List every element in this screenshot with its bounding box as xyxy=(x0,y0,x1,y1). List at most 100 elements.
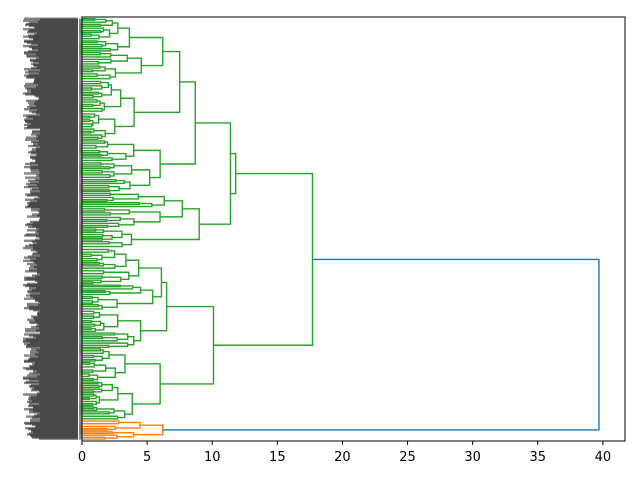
leaf-label-mark xyxy=(39,437,78,440)
dendrogram-link xyxy=(82,295,93,300)
dendrogram-link xyxy=(82,431,114,435)
dendrogram-link xyxy=(82,119,91,123)
dendrogram-link xyxy=(133,149,161,179)
dendrogram-link xyxy=(82,33,92,37)
dendrogram-link xyxy=(82,275,103,279)
dendrogram-link xyxy=(124,363,161,405)
dendrogram-link xyxy=(82,218,108,223)
dendrogram-link xyxy=(82,397,90,401)
dendrogram-link xyxy=(108,354,126,374)
dendrogram-link xyxy=(82,415,119,420)
dendrogram-link xyxy=(160,81,196,165)
dendrogram-link xyxy=(82,224,109,228)
x-tick-label: 35 xyxy=(529,450,546,465)
dendrogram-link xyxy=(82,107,103,112)
dendrogram-link xyxy=(82,87,93,91)
dendrogram-link xyxy=(140,281,168,332)
dendrogram-link xyxy=(97,367,116,379)
dendrogram-link xyxy=(82,48,111,52)
dendrogram-link xyxy=(109,286,142,294)
dendrogram-link xyxy=(82,130,92,134)
dendrogram-link xyxy=(82,390,95,394)
dendrogram-link xyxy=(82,411,110,415)
dendrogram-link xyxy=(82,123,93,128)
dendrogram-link xyxy=(82,402,94,406)
dendrogram-link xyxy=(114,253,127,268)
dendrogram-link xyxy=(82,208,106,212)
dendrogram-link xyxy=(91,296,99,303)
dendrogram-link xyxy=(82,80,102,85)
dendrogram-link xyxy=(82,103,94,108)
dendrogram-link xyxy=(117,393,133,415)
dendrogram-link xyxy=(82,166,111,170)
dendrogram-link xyxy=(82,58,112,64)
dendrogram-link xyxy=(82,393,95,397)
dendrogram-link xyxy=(82,420,120,425)
dendrogram-link xyxy=(117,27,131,48)
dendrogram-link xyxy=(117,289,154,305)
dendrogram-link xyxy=(96,408,115,414)
dendrogram-link xyxy=(82,202,153,208)
dendrogram-links xyxy=(82,17,600,440)
dendrogram-link xyxy=(82,30,102,34)
dendrogram-link xyxy=(82,263,116,269)
dendrogram-link xyxy=(82,222,120,228)
dendrogram-link xyxy=(82,40,98,44)
dendrogram-link xyxy=(100,102,106,111)
dendrogram-link xyxy=(113,165,133,175)
dendrogram-link xyxy=(160,305,215,385)
dendrogram-link xyxy=(82,373,90,378)
dendrogram-link xyxy=(108,186,120,192)
dendrogram-link xyxy=(82,354,95,358)
plot-frame xyxy=(81,16,626,442)
dendrogram-link xyxy=(82,240,110,245)
dendrogram-link xyxy=(82,344,110,348)
dendrogram-link xyxy=(82,162,102,166)
x-tick-label: 10 xyxy=(204,450,221,465)
dendrogram-link xyxy=(82,290,111,296)
dendrogram-link xyxy=(99,151,109,157)
x-tick-label: 40 xyxy=(595,450,612,465)
dendrogram-link xyxy=(82,73,98,78)
dendrogram-link xyxy=(114,97,135,128)
leaf-labels xyxy=(23,17,82,440)
dendrogram-link xyxy=(138,267,163,298)
x-tick-label: 25 xyxy=(399,450,416,465)
x-tick-label: 5 xyxy=(143,450,151,465)
dendrogram-link xyxy=(82,216,121,222)
dendrogram-link xyxy=(82,381,99,385)
dendrogram-link xyxy=(100,20,114,26)
dendrogram-link xyxy=(127,335,135,346)
dendrogram-link xyxy=(92,66,106,72)
dendrogram-link xyxy=(117,320,142,342)
dendrogram-link xyxy=(103,271,130,281)
dendrogram-link xyxy=(82,406,95,410)
dendrogram-link xyxy=(82,178,117,183)
x-tick-label: 0 xyxy=(78,450,86,465)
dendrogram-link xyxy=(93,129,106,138)
dendrogram-link xyxy=(133,424,164,436)
dendrogram-link xyxy=(82,284,121,288)
dendrogram-link xyxy=(131,208,200,241)
dendrogram-link xyxy=(82,358,96,362)
dendrogram-link xyxy=(82,323,96,327)
dendrogram-link xyxy=(82,348,102,352)
dendrogram-link xyxy=(82,34,100,40)
dendrogram-link xyxy=(82,174,111,178)
dendrogram-link xyxy=(96,396,101,404)
dendrogram-link xyxy=(113,410,126,419)
dendrogram-link xyxy=(98,118,116,135)
dendrogram-link xyxy=(95,322,105,331)
dendrogram-link xyxy=(91,320,102,326)
dendrogram-link xyxy=(82,23,101,27)
dendrogram-link xyxy=(82,361,91,365)
dendrogram-link xyxy=(104,89,122,108)
dendrogram-link xyxy=(110,54,129,62)
dendrogram-link xyxy=(82,144,97,149)
dendrogram-link xyxy=(125,259,140,277)
dendrogram-link xyxy=(162,258,600,431)
dendrogram-link xyxy=(82,60,100,65)
dendrogram-link xyxy=(129,36,164,67)
dendrogram-link xyxy=(102,234,113,240)
dendrogram-link xyxy=(230,152,237,195)
